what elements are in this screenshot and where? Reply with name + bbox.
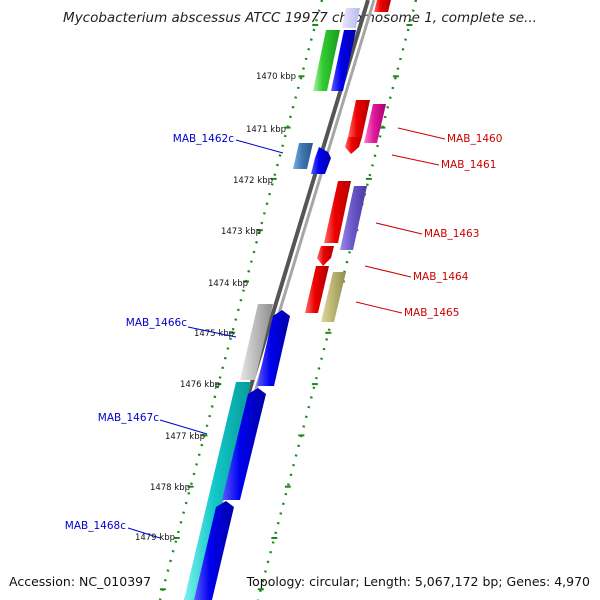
gene-feature[interactable] [348, 100, 370, 137]
gene-label-mab-1464[interactable]: MAB_1464 [413, 271, 469, 283]
gene-feature[interactable] [305, 266, 329, 313]
gene-label-mab-1463[interactable]: MAB_1463 [424, 228, 479, 240]
accession-label: Accession: NC_010397 [9, 574, 151, 589]
gene-feature[interactable] [324, 181, 351, 243]
tick-label: 1477 kbp [165, 432, 205, 442]
gene-feature[interactable] [374, 0, 391, 12]
forward-strand-features [305, 0, 391, 322]
gene-feature[interactable] [257, 310, 290, 386]
gene-feature[interactable] [321, 272, 346, 322]
reverse-label-connectors [127, 139, 284, 539]
gene-label-mab-1465[interactable]: MAB_1465 [404, 307, 459, 319]
topology-label: Topology: circular; Length: 5,067,172 bp… [246, 574, 590, 589]
forward-label-connectors [355, 127, 446, 314]
tick-label: 1470 kbp [256, 72, 296, 82]
gene-feature[interactable] [194, 501, 234, 600]
gene-feature[interactable] [345, 137, 362, 154]
gene-feature[interactable] [311, 147, 331, 174]
gene-feature[interactable] [342, 8, 360, 28]
gene-feature[interactable] [317, 246, 334, 266]
reverse-gene-labels: MAB_1462c MAB_1466c MAB_1467c MAB_1468c [65, 133, 234, 532]
tick-label: 1473 kbp [221, 227, 261, 237]
tick-label: 1476 kbp [180, 380, 220, 390]
gene-label-mab-1466c[interactable]: MAB_1466c [126, 317, 187, 329]
gene-feature[interactable] [340, 186, 367, 250]
gene-feature[interactable] [293, 143, 313, 169]
tick-label: 1474 kbp [208, 279, 248, 289]
gene-feature[interactable] [313, 30, 340, 91]
map-title: Mycobacterium abscessus ATCC 19977 chrom… [63, 10, 537, 26]
tick-label: 1475 kbp [194, 329, 234, 339]
gene-label-mab-1468c[interactable]: MAB_1468c [65, 520, 126, 532]
reverse-strand-features [184, 8, 360, 600]
gene-feature[interactable] [364, 104, 386, 143]
gene-label-mab-1460[interactable]: MAB_1460 [447, 133, 502, 145]
gene-label-mab-1462c[interactable]: MAB_1462c [173, 133, 234, 145]
tick-label: 1478 kbp [150, 483, 190, 493]
gene-feature[interactable] [184, 382, 251, 600]
forward-gene-labels: MAB_1460 MAB_1461 MAB_1463 MAB_1464 MAB_… [404, 133, 502, 319]
tick-rings [158, 0, 418, 600]
tick-label: 1471 kbp [246, 125, 286, 135]
gene-feature[interactable] [331, 30, 356, 91]
tick-label: 1472 kbp [233, 176, 273, 186]
tick-label: 1479 kbp [135, 533, 175, 543]
gene-label-mab-1461[interactable]: MAB_1461 [441, 159, 496, 171]
gene-label-mab-1467c[interactable]: MAB_1467c [98, 412, 159, 424]
tick-labels: 1470 kbp 1471 kbp 1472 kbp 1473 kbp 1474… [135, 72, 296, 543]
gene-feature[interactable] [222, 388, 266, 500]
gene-feature[interactable] [240, 304, 273, 380]
tick-ring-dots [158, 0, 324, 600]
